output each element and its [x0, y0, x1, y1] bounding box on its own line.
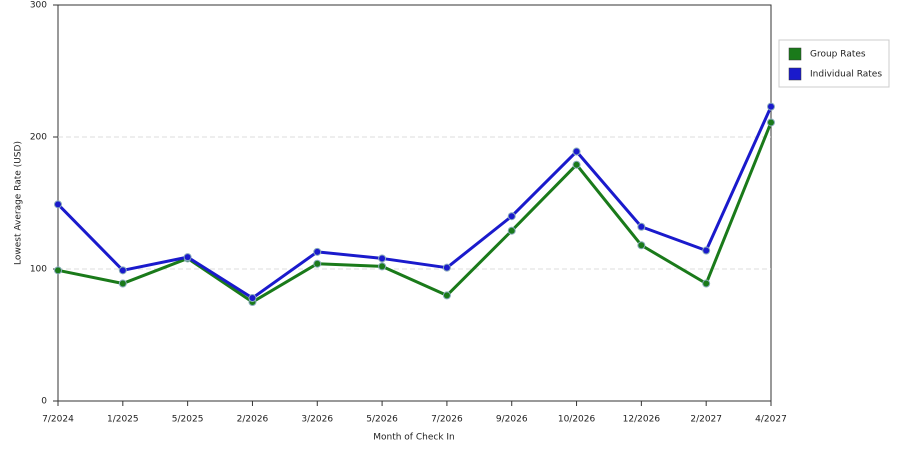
point	[313, 247, 322, 256]
x-tick-label: 4/2027	[755, 415, 787, 425]
point	[507, 226, 516, 235]
legend-swatch	[788, 47, 802, 61]
point	[507, 212, 516, 221]
y-tick-label: 200	[30, 133, 47, 143]
point	[637, 222, 646, 231]
x-axis-label: Month of Check In	[373, 433, 455, 443]
x-tick-label: 7/2026	[431, 415, 463, 425]
x-tick-label: 2/2026	[237, 415, 269, 425]
point	[54, 266, 62, 275]
point	[702, 279, 711, 288]
x-tick-label: 3/2026	[301, 415, 333, 425]
x-tick-label: 9/2026	[496, 415, 528, 425]
x-tick-label: 5/2025	[172, 415, 204, 425]
point	[183, 253, 192, 262]
point	[767, 102, 775, 111]
legend-label: Group Rates	[810, 50, 866, 60]
point	[442, 263, 451, 272]
x-tick-label: 7/2024	[42, 415, 74, 425]
series-line	[57, 121, 773, 304]
x-tick-label: 5/2026	[366, 415, 398, 425]
point	[767, 118, 775, 127]
legend-label: Individual Rates	[810, 70, 882, 80]
point	[313, 259, 322, 268]
point	[118, 279, 127, 288]
point	[118, 266, 127, 275]
y-tick-label: 0	[41, 397, 47, 407]
point	[54, 200, 62, 209]
point	[637, 241, 646, 250]
legend-swatch	[788, 67, 802, 81]
point	[378, 262, 387, 271]
y-tick-label: 100	[30, 265, 47, 275]
y-axis-label: Lowest Average Rate (USD)	[14, 141, 24, 265]
series-line	[56, 106, 773, 300]
point	[378, 254, 387, 263]
y-tick-label: 300	[30, 1, 47, 11]
point	[702, 246, 711, 255]
point	[572, 147, 581, 156]
plot-frame	[57, 4, 772, 402]
x-tick-label: 2/2027	[690, 415, 722, 425]
point	[442, 291, 451, 300]
point	[572, 160, 581, 169]
x-tick-label: 1/2025	[107, 415, 139, 425]
x-tick-label: 12/2026	[623, 415, 661, 425]
x-tick-label: 10/2026	[558, 415, 596, 425]
point	[248, 294, 257, 303]
